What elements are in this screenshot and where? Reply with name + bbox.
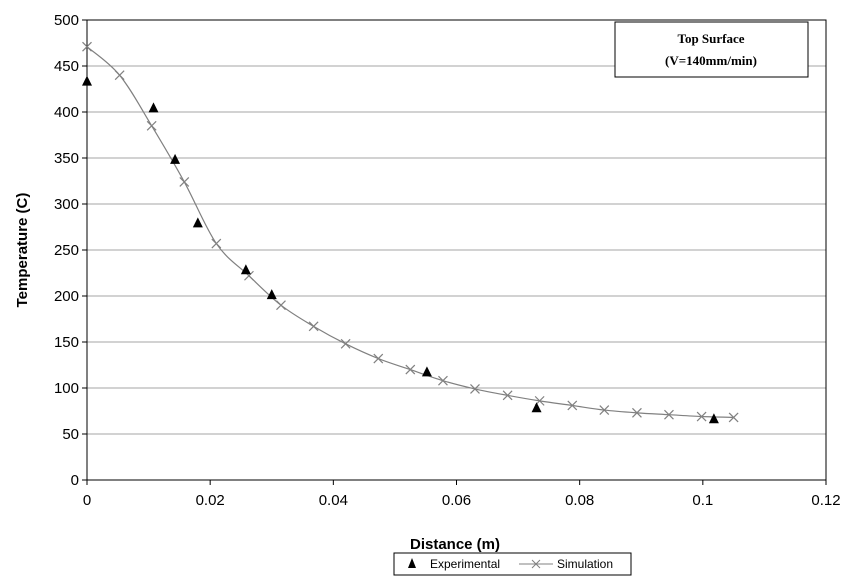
legend-simulation-marker — [531, 559, 541, 569]
y-tick-label-10: 500 — [54, 12, 79, 29]
experimental-point-5 — [266, 289, 277, 300]
y-tick-label-4: 200 — [54, 288, 79, 305]
simulation-point-13 — [502, 390, 513, 401]
simulation-point-10 — [405, 364, 416, 375]
simulation-point-8 — [340, 338, 351, 349]
x-tick-label-4: 0.08 — [565, 492, 594, 509]
x-tick-label-0: 0 — [83, 492, 91, 509]
simulation-point-18 — [664, 409, 674, 420]
experimental-point-4 — [240, 264, 251, 275]
simulation-point-17 — [632, 407, 642, 418]
y-tick-label-0: 0 — [71, 472, 79, 489]
annotation-line-2: (V=140mm/min) — [665, 53, 757, 68]
simulation-point-9 — [373, 353, 384, 364]
simulation-point-4 — [211, 238, 222, 249]
simulation-point-12 — [470, 383, 480, 394]
simulation-point-20 — [728, 412, 739, 423]
x-tick-label-6: 0.12 — [811, 492, 840, 509]
simulation-point-1 — [114, 70, 125, 81]
experimental-point-1 — [148, 102, 159, 113]
experimental-point-8 — [708, 413, 719, 424]
y-tick-label-9: 450 — [54, 58, 79, 75]
x-tick-label-1: 0.02 — [196, 492, 225, 509]
simulation-point-6 — [276, 300, 286, 311]
y-tick-label-2: 100 — [54, 380, 79, 397]
series-experimental — [82, 75, 719, 424]
y-tick-label-5: 250 — [54, 242, 79, 259]
annotation-line-1: Top Surface — [677, 31, 744, 46]
y-tick-label-8: 400 — [54, 104, 79, 121]
experimental-point-0 — [82, 75, 92, 86]
simulation-point-19 — [696, 411, 707, 422]
experimental-point-2 — [170, 153, 181, 164]
experimental-point-3 — [192, 217, 203, 228]
legend-experimental-label: Experimental — [430, 557, 500, 571]
annotation-box: Top Surface (V=140mm/min) — [614, 21, 809, 78]
legend-simulation-label: Simulation — [557, 557, 613, 571]
y-tick-label-7: 350 — [54, 150, 79, 167]
x-tick-labels: 0 0.02 0.04 0.06 0.08 0.1 0.12 — [83, 480, 841, 509]
legend: Experimental Simulation — [393, 552, 632, 576]
simulation-point-2 — [146, 120, 157, 131]
x-tick-label-3: 0.06 — [442, 492, 471, 509]
simulation-point-16 — [599, 405, 610, 416]
y-tick-labels: 0 50 100 150 200 250 300 350 400 450 500 — [54, 12, 87, 489]
simulation-point-11 — [438, 375, 448, 386]
x-axis-label: Distance (m) — [410, 536, 500, 553]
simulation-point-3 — [179, 176, 190, 187]
plot-area-frame — [86, 19, 827, 481]
y-axis-label: Temperature (C) — [14, 193, 31, 308]
x-tick-label-2: 0.04 — [319, 492, 348, 509]
simulation-point-0 — [82, 41, 92, 52]
experimental-point-7 — [531, 402, 542, 413]
x-tick-label-5: 0.1 — [692, 492, 713, 509]
simulation-point-7 — [308, 321, 319, 332]
y-tick-label-1: 50 — [62, 426, 79, 443]
y-tick-label-6: 300 — [54, 196, 79, 213]
experimental-point-6 — [421, 366, 432, 377]
simulation-point-15 — [567, 400, 578, 411]
y-tick-label-3: 150 — [54, 334, 79, 351]
legend-experimental-marker — [408, 558, 416, 568]
